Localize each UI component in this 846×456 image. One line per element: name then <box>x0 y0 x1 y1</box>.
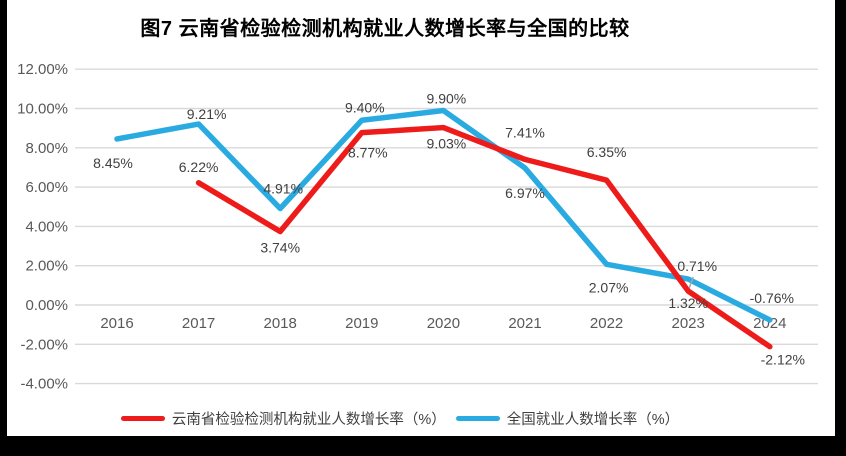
x-axis-tick-label: 2019 <box>345 315 378 332</box>
data-label: 6.97% <box>505 185 545 201</box>
x-axis-tick-label: 2018 <box>264 315 297 332</box>
data-label: 9.21% <box>187 106 227 122</box>
y-axis-tick-label: 12.00% <box>17 61 68 78</box>
data-label: 9.40% <box>345 99 385 115</box>
legend-line-swatch-national <box>455 416 500 421</box>
legend-label-national: 全国就业人数增长率（%） <box>506 412 680 428</box>
data-label: 2.07% <box>589 279 629 295</box>
y-axis-tick-label: 6.00% <box>25 179 68 196</box>
data-label-leader-line <box>688 276 694 289</box>
y-axis-tick-label: -4.00% <box>20 376 68 393</box>
data-label: -2.12% <box>761 352 805 368</box>
y-axis-tick-label: 8.00% <box>25 140 68 157</box>
data-label: 3.74% <box>260 240 300 256</box>
screenshot-border-left <box>0 0 7 456</box>
x-axis-tick-label: 2017 <box>182 315 215 332</box>
screenshot-border-bottom <box>0 436 846 456</box>
legend-line-swatch-yunnan <box>120 416 165 421</box>
data-label: 0.71% <box>677 258 717 274</box>
chart-title: 图7 云南省检验检测机构就业人数增长率与全国的比较 <box>140 18 630 40</box>
data-label: 4.91% <box>263 181 303 197</box>
x-axis-tick-label: 2024 <box>753 315 786 332</box>
legend: 云南省检验检测机构就业人数增长率（%） 全国就业人数增长率（%） <box>0 408 800 429</box>
legend-item-national: 全国就业人数增长率（%） <box>455 408 680 429</box>
legend-item-yunnan: 云南省检验检测机构就业人数增长率（%） <box>120 408 446 429</box>
data-label: 7.41% <box>505 124 545 140</box>
screenshot-border-right <box>835 0 846 456</box>
x-axis-tick-label: 2016 <box>100 315 133 332</box>
data-label: 8.45% <box>93 155 133 171</box>
x-axis-tick-label: 2021 <box>508 315 541 332</box>
y-axis-tick-label: 0.00% <box>25 297 68 314</box>
x-axis-tick-label: 2023 <box>672 315 705 332</box>
data-label: 1.32% <box>668 295 708 311</box>
y-axis-tick-label: -2.00% <box>20 336 68 353</box>
y-axis-tick-label: 10.00% <box>17 101 68 118</box>
data-label: 6.35% <box>587 144 627 160</box>
y-axis-tick-label: 4.00% <box>25 218 68 235</box>
legend-label-yunnan: 云南省检验检测机构就业人数增长率（%） <box>171 412 446 428</box>
series-line-yunnan <box>195 124 773 350</box>
series-line-national <box>114 107 773 323</box>
x-axis-tick-label: 2020 <box>427 315 460 332</box>
data-label: 6.22% <box>179 159 219 175</box>
y-axis-tick-label: 2.00% <box>25 258 68 275</box>
data-label: 8.77% <box>348 145 388 161</box>
data-label: 9.90% <box>427 90 467 106</box>
x-axis-tick-label: 2022 <box>590 315 623 332</box>
data-label: 9.03% <box>427 136 467 152</box>
data-label: -0.76% <box>750 290 794 306</box>
